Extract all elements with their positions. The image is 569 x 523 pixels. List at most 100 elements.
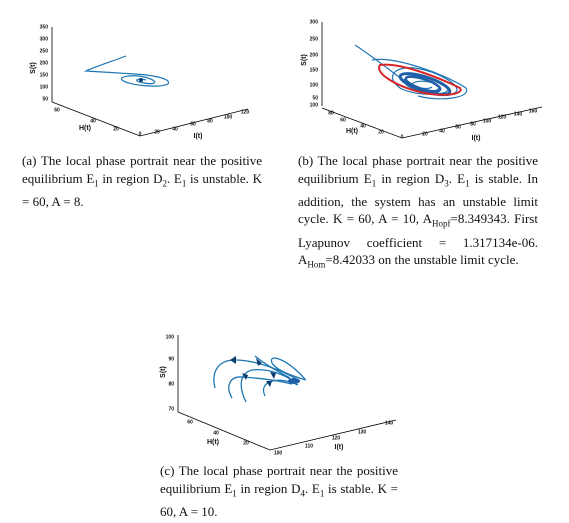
caption-subscript: Hopf [432, 218, 451, 229]
caption-text: . E [305, 480, 320, 496]
i-tick-label: 100 [224, 114, 233, 120]
trajectory [262, 379, 299, 397]
trajectory [83, 55, 169, 87]
s-tick-label: 300 [310, 19, 319, 25]
caption-c: (c) The local phase portrait near the po… [160, 462, 398, 520]
s-tick-label: 300 [40, 36, 49, 42]
caption-subscript: 1 [465, 178, 470, 189]
arrowhead [256, 358, 262, 366]
s-tick-label: 250 [40, 48, 49, 54]
s-tick-label: 100 [310, 102, 319, 108]
i-tick-label: 120 [332, 435, 341, 441]
s-tick-label: 100 [310, 82, 319, 88]
caption-subscript: 4 [300, 488, 306, 499]
trajectory [371, 58, 468, 100]
caption-subscript: 1 [232, 488, 237, 499]
caption-b: (b) The local phase portrait near the po… [298, 152, 538, 274]
h-tick-label: 20 [113, 126, 119, 132]
caption-text: . E [448, 170, 466, 186]
limit-cycle [378, 63, 462, 96]
i-tick-label: 120 [241, 109, 250, 115]
panel-c-plot [177, 335, 397, 451]
i-tick-label: 140 [514, 111, 523, 117]
caption-subscript: Hom [307, 259, 326, 270]
arrowhead [230, 356, 236, 364]
h-tick-label: 60 [187, 419, 193, 425]
s-tick-label: 50 [42, 96, 48, 102]
s-tick-label: 100 [40, 84, 49, 90]
caption-subscript: 1 [94, 178, 99, 189]
caption-subscript: 1 [319, 488, 325, 499]
trajectory [254, 355, 291, 379]
panel-a-plot [51, 27, 249, 137]
arrowhead [270, 372, 276, 379]
i-tick-label: 80 [470, 121, 476, 127]
s-tick-label: 350 [40, 24, 49, 30]
i-tick-label: 0 [401, 134, 404, 140]
h-tick-label: 60 [54, 107, 60, 113]
i-tick-label: 40 [439, 128, 445, 134]
i-tick-label: 130 [358, 429, 367, 435]
i-tick-label: 120 [498, 114, 507, 120]
caption-text: (a) The local phase portrait near the po… [22, 153, 262, 186]
s-tick-label: 200 [310, 52, 319, 58]
caption-text: (b) The local phase portrait near the po… [298, 153, 538, 186]
spiral-cluster [404, 75, 442, 93]
i-tick-label: 140 [385, 420, 394, 426]
h-tick-label: 40 [360, 123, 366, 129]
equilibrium [139, 78, 143, 82]
h-tick-label: 40 [90, 118, 96, 124]
caption-text: =8.42033 on the unstable limit cycle. [325, 252, 519, 268]
s-tick-label: 150 [310, 67, 319, 73]
s-tick-label: 100 [166, 334, 175, 340]
s-tick-label: 80 [168, 381, 174, 387]
caption-text: in region D [236, 480, 301, 496]
caption-text: . E [166, 170, 182, 186]
i-tick-label: 100 [274, 450, 283, 456]
caption-text: in region D [376, 170, 445, 186]
i-tick-label: 20 [422, 131, 428, 137]
s-tick-label: 50 [312, 95, 318, 101]
caption-subscript: 1 [181, 178, 187, 189]
trajectory [228, 376, 293, 399]
arrowhead [266, 381, 272, 387]
i-axis-label: I(t) [472, 135, 481, 142]
caption-text: (c) The local phase portrait near the po… [160, 463, 398, 496]
h-axis-label: H(t) [207, 439, 219, 446]
arrowhead [242, 373, 248, 380]
caption-subscript: 3 [444, 178, 449, 189]
spiral-cluster [398, 72, 452, 96]
h-tick-label: 20 [243, 440, 249, 446]
axes [321, 22, 543, 139]
h-axis-label: H(t) [79, 125, 91, 132]
s-tick-label: 150 [40, 72, 49, 78]
i-tick-label: 40 [172, 126, 178, 132]
i-tick-label: 160 [529, 108, 538, 114]
caption-text: in region D [98, 170, 163, 186]
i-tick-label: 100 [483, 118, 492, 124]
i-tick-label: 60 [455, 124, 461, 130]
i-tick-label: 60 [190, 121, 196, 127]
arrowheads [230, 356, 276, 387]
caption-subscript: 2 [162, 178, 167, 189]
caption-subscript: 1 [371, 178, 377, 189]
h-tick-label: 20 [378, 129, 384, 135]
caption-text: is stable. In addition, the system has a… [298, 170, 538, 227]
h-tick-label: 60 [340, 117, 346, 123]
i-tick-label: 80 [207, 118, 213, 124]
i-tick-label: 110 [305, 443, 313, 449]
s-tick-label: 90 [168, 356, 174, 362]
caption-text: =8.349343. First Lyapunov coefficient = … [298, 211, 538, 268]
caption-text: is unstable. K = 60, A = 8. [22, 170, 262, 209]
i-tick-label: 20 [154, 129, 160, 135]
i-axis-label: I(t) [194, 133, 203, 140]
s-tick-label: 70 [168, 406, 174, 412]
panel-b-plot [321, 22, 543, 139]
s-axis-label: S(t) [30, 62, 37, 74]
s-axis-label: S(t) [160, 366, 167, 378]
h-tick-label: 40 [213, 430, 219, 436]
h-axis-label: H(t) [346, 128, 358, 135]
equilibrium [288, 378, 300, 384]
